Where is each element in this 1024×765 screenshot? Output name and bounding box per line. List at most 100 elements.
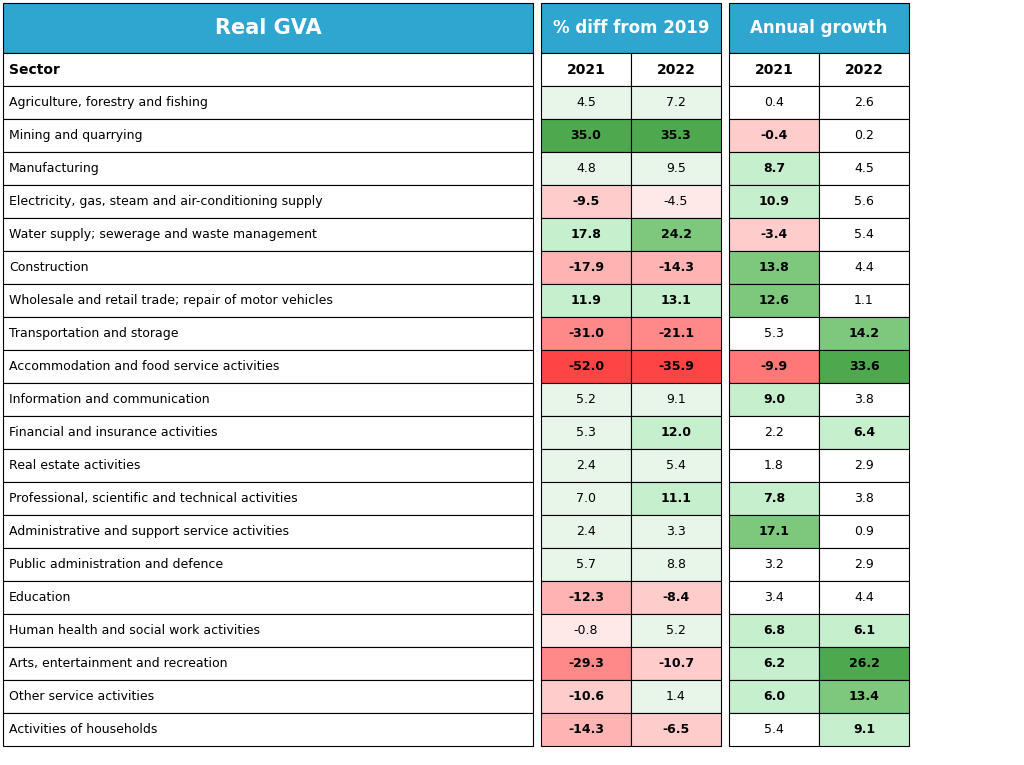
Text: 7.0: 7.0 <box>575 492 596 505</box>
Text: 5.7: 5.7 <box>575 558 596 571</box>
Text: Other service activities: Other service activities <box>9 690 155 703</box>
Text: 9.5: 9.5 <box>666 162 686 175</box>
Bar <box>819 449 909 482</box>
Text: 13.1: 13.1 <box>660 294 691 307</box>
Bar <box>3 548 534 581</box>
Text: 8.7: 8.7 <box>763 162 785 175</box>
Bar <box>819 383 909 416</box>
Text: 11.9: 11.9 <box>570 294 601 307</box>
Bar <box>729 482 819 515</box>
Text: Annual growth: Annual growth <box>751 19 888 37</box>
Text: 2022: 2022 <box>656 63 695 76</box>
Bar <box>729 647 819 680</box>
Text: -31.0: -31.0 <box>568 327 604 340</box>
Text: 13.4: 13.4 <box>849 690 880 703</box>
Bar <box>541 185 631 218</box>
Text: Mining and quarrying: Mining and quarrying <box>9 129 142 142</box>
Text: -17.9: -17.9 <box>568 261 604 274</box>
Bar <box>541 614 631 647</box>
Text: 9.0: 9.0 <box>763 393 785 406</box>
Text: 2.9: 2.9 <box>854 459 873 472</box>
Bar <box>819 152 909 185</box>
Text: Arts, entertainment and recreation: Arts, entertainment and recreation <box>9 657 227 670</box>
Text: 6.1: 6.1 <box>853 624 876 637</box>
Bar <box>631 350 721 383</box>
Bar <box>631 119 721 152</box>
Text: 2021: 2021 <box>566 63 605 76</box>
Text: 17.8: 17.8 <box>570 228 601 241</box>
Text: -35.9: -35.9 <box>658 360 694 373</box>
Text: -14.3: -14.3 <box>568 723 604 736</box>
Bar <box>631 185 721 218</box>
Text: 7.2: 7.2 <box>666 96 686 109</box>
Text: -3.4: -3.4 <box>761 228 787 241</box>
Bar <box>819 218 909 251</box>
Bar <box>631 251 721 284</box>
Text: 0.2: 0.2 <box>854 129 873 142</box>
Bar <box>3 185 534 218</box>
Bar <box>3 251 534 284</box>
Text: -21.1: -21.1 <box>658 327 694 340</box>
Bar <box>729 284 819 317</box>
Bar <box>631 53 721 86</box>
Text: Professional, scientific and technical activities: Professional, scientific and technical a… <box>9 492 298 505</box>
Text: 5.4: 5.4 <box>854 228 873 241</box>
Text: -8.4: -8.4 <box>663 591 689 604</box>
Bar <box>631 317 721 350</box>
Bar <box>819 515 909 548</box>
Bar <box>631 614 721 647</box>
Text: -14.3: -14.3 <box>658 261 694 274</box>
Text: 5.3: 5.3 <box>764 327 784 340</box>
Text: 5.6: 5.6 <box>854 195 873 208</box>
Text: 4.4: 4.4 <box>854 261 873 274</box>
Bar <box>631 482 721 515</box>
Text: 4.4: 4.4 <box>854 591 873 604</box>
Text: -4.5: -4.5 <box>664 195 688 208</box>
Text: Education: Education <box>9 591 72 604</box>
Bar <box>819 119 909 152</box>
Text: 4.5: 4.5 <box>577 96 596 109</box>
Bar <box>819 53 909 86</box>
Bar <box>729 350 819 383</box>
Bar <box>541 383 631 416</box>
Text: Administrative and support service activities: Administrative and support service activ… <box>9 525 289 538</box>
Bar <box>631 152 721 185</box>
Text: Electricity, gas, steam and air-conditioning supply: Electricity, gas, steam and air-conditio… <box>9 195 323 208</box>
Text: 8.8: 8.8 <box>666 558 686 571</box>
Bar <box>631 218 721 251</box>
Text: Wholesale and retail trade; repair of motor vehicles: Wholesale and retail trade; repair of mo… <box>9 294 333 307</box>
Bar <box>729 383 819 416</box>
Bar <box>541 482 631 515</box>
Bar <box>819 680 909 713</box>
Text: 35.3: 35.3 <box>660 129 691 142</box>
Text: Sector: Sector <box>9 63 59 76</box>
Bar <box>729 317 819 350</box>
Text: Manufacturing: Manufacturing <box>9 162 99 175</box>
Bar <box>729 548 819 581</box>
Text: 5.4: 5.4 <box>764 723 784 736</box>
Text: 35.0: 35.0 <box>570 129 601 142</box>
Bar <box>631 548 721 581</box>
Bar <box>819 548 909 581</box>
Bar <box>3 119 534 152</box>
Text: Transportation and storage: Transportation and storage <box>9 327 178 340</box>
Bar <box>729 614 819 647</box>
Text: Real GVA: Real GVA <box>215 18 322 38</box>
Text: 2.2: 2.2 <box>764 426 784 439</box>
Bar <box>631 647 721 680</box>
Bar <box>3 614 534 647</box>
Bar <box>3 218 534 251</box>
Text: 2022: 2022 <box>845 63 884 76</box>
Bar <box>541 680 631 713</box>
Bar <box>541 548 631 581</box>
Text: 5.3: 5.3 <box>577 426 596 439</box>
Text: 6.8: 6.8 <box>763 624 785 637</box>
Bar <box>631 383 721 416</box>
Text: 3.4: 3.4 <box>764 591 784 604</box>
Bar <box>729 86 819 119</box>
Bar <box>819 416 909 449</box>
Text: Information and communication: Information and communication <box>9 393 210 406</box>
Bar <box>819 614 909 647</box>
Bar <box>3 53 534 86</box>
Bar <box>541 713 631 746</box>
